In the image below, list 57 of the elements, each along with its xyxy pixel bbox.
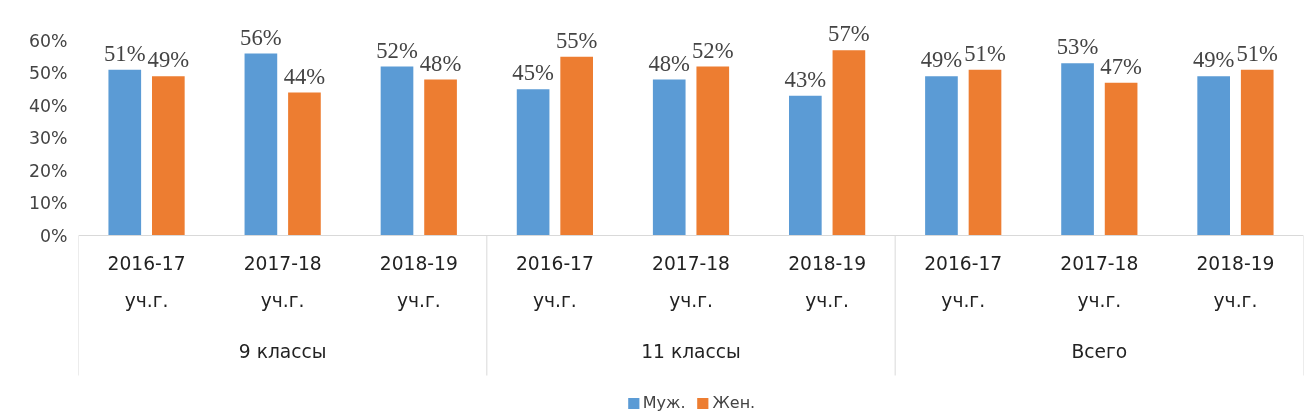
x-tick-label: 2016-17 уч.г.: [924, 252, 1003, 311]
y-tick-label: 50%: [28, 63, 68, 83]
legend-label: Муж.: [642, 393, 686, 412]
y-tick-label: 30%: [28, 128, 68, 148]
data-label: 49%: [147, 47, 190, 73]
data-label: 48%: [419, 50, 462, 76]
x-tick-label: 2017-18 уч.г.: [243, 252, 322, 311]
data-label: 55%: [555, 27, 598, 53]
data-label: 43%: [784, 66, 827, 92]
text: 11 классы: [641, 340, 741, 362]
x-tick-label: 2018-19 уч.г.: [379, 252, 458, 311]
data-label: 48%: [648, 50, 691, 76]
text: Всего: [1071, 340, 1128, 362]
bar: [696, 66, 730, 236]
data-label: 52%: [376, 37, 418, 63]
bar: [288, 92, 321, 236]
bar: [1061, 63, 1094, 236]
text: 9 классы: [238, 340, 327, 362]
bar: [380, 66, 414, 236]
bar: [1197, 76, 1230, 236]
bar: [832, 50, 866, 236]
y-tick-label: 10%: [28, 193, 68, 213]
data-label: 49%: [1192, 47, 1235, 73]
data-label: 51%: [104, 40, 146, 66]
data-label: 57%: [828, 21, 870, 47]
bar: [560, 56, 593, 236]
y-tick-label: 0%: [40, 225, 68, 246]
bar: [789, 95, 822, 236]
bar: [244, 53, 278, 236]
bar: [424, 79, 457, 236]
data-label: 53%: [1056, 34, 1099, 60]
y-tick-label: 60%: [28, 30, 68, 51]
x-tick-label: 2017-18 уч.г.: [652, 252, 730, 311]
data-label: 49%: [920, 47, 963, 73]
data-label: 56%: [240, 24, 282, 50]
x-tick-label: 2018-19 уч.г.: [788, 252, 867, 311]
bar: [968, 69, 1002, 236]
bar: [925, 76, 958, 236]
x-tick-label: 2016-17 уч.г.: [107, 252, 186, 311]
x-tick-label: 2016-17 уч.г.: [515, 252, 594, 311]
y-tick-label: 20%: [28, 160, 68, 181]
bar: [516, 89, 550, 236]
data-label: 52%: [692, 37, 734, 63]
legend-label: Жен.: [712, 393, 756, 412]
bar: [652, 79, 686, 236]
bar: [1240, 69, 1274, 236]
data-label: 51%: [1236, 40, 1279, 66]
bar: [152, 76, 185, 236]
x-tick-label: 2017-18 уч.г.: [1060, 252, 1139, 311]
data-label: 51%: [964, 40, 1006, 66]
data-label: 47%: [1100, 53, 1142, 79]
data-label: 45%: [512, 60, 554, 86]
x-tick-label: 2018-19 уч.г.: [1196, 252, 1275, 311]
data-label: 44%: [283, 63, 326, 89]
bar: [108, 69, 142, 236]
bar: [1104, 82, 1138, 236]
y-tick-label: 40%: [28, 95, 68, 116]
